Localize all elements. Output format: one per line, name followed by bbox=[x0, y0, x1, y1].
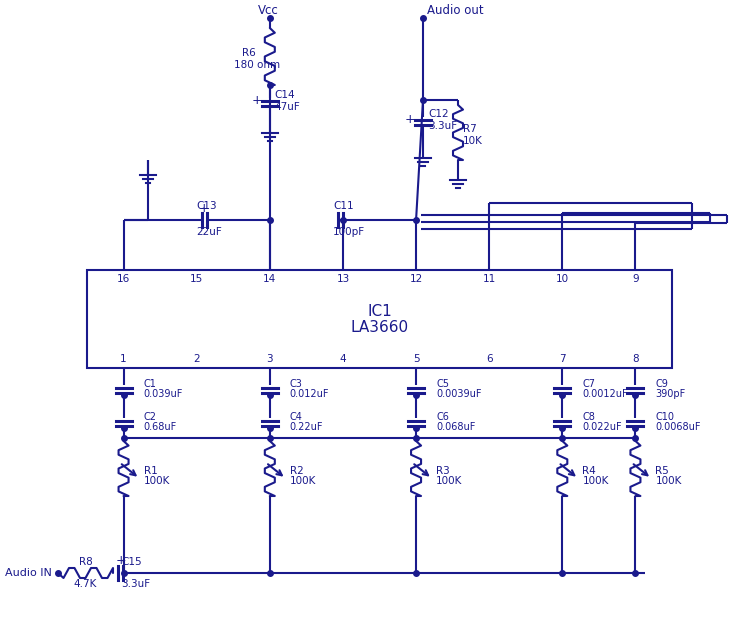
Text: 14: 14 bbox=[263, 274, 276, 284]
Text: C15: C15 bbox=[121, 557, 142, 567]
Text: 10K: 10K bbox=[463, 136, 483, 146]
Text: R4: R4 bbox=[582, 466, 596, 476]
Text: 100K: 100K bbox=[582, 476, 609, 485]
Text: 3.3uF: 3.3uF bbox=[428, 121, 457, 131]
Bar bbox=[87, 270, 672, 368]
Text: 10: 10 bbox=[556, 274, 569, 284]
Text: C5: C5 bbox=[436, 379, 449, 389]
Text: C10: C10 bbox=[656, 412, 674, 422]
Text: 4.7K: 4.7K bbox=[74, 579, 97, 589]
Text: IC1: IC1 bbox=[367, 304, 392, 319]
Text: 16: 16 bbox=[117, 274, 130, 284]
Text: 390pF: 390pF bbox=[656, 389, 686, 399]
Text: Audio IN: Audio IN bbox=[5, 568, 52, 578]
Text: 1: 1 bbox=[120, 354, 127, 364]
Text: 3.3uF: 3.3uF bbox=[121, 579, 150, 589]
Text: Audio out: Audio out bbox=[427, 4, 484, 16]
Text: +: + bbox=[199, 201, 210, 215]
Text: 180 ohm: 180 ohm bbox=[234, 59, 280, 69]
Text: R6: R6 bbox=[242, 47, 255, 57]
Text: 4: 4 bbox=[339, 354, 346, 364]
Text: +: + bbox=[405, 113, 415, 126]
Text: C8: C8 bbox=[582, 412, 596, 422]
Text: R8: R8 bbox=[79, 557, 92, 567]
Text: 0.0012uF: 0.0012uF bbox=[582, 389, 628, 399]
Text: 47uF: 47uF bbox=[275, 102, 300, 112]
Text: 11: 11 bbox=[483, 274, 496, 284]
Text: R5: R5 bbox=[656, 466, 669, 476]
Text: C12: C12 bbox=[428, 109, 448, 119]
Text: 100K: 100K bbox=[290, 476, 316, 485]
Text: 0.012uF: 0.012uF bbox=[290, 389, 329, 399]
Text: 0.022uF: 0.022uF bbox=[582, 422, 622, 432]
Text: LA3660: LA3660 bbox=[351, 319, 409, 334]
Text: 0.0068uF: 0.0068uF bbox=[656, 422, 701, 432]
Text: 13: 13 bbox=[336, 274, 349, 284]
Text: C7: C7 bbox=[582, 379, 596, 389]
Text: R3: R3 bbox=[436, 466, 450, 476]
Text: C1: C1 bbox=[143, 379, 156, 389]
Text: 0.068uF: 0.068uF bbox=[436, 422, 475, 432]
Text: R2: R2 bbox=[290, 466, 303, 476]
Text: 0.22uF: 0.22uF bbox=[290, 422, 324, 432]
Text: C14: C14 bbox=[275, 90, 295, 100]
Text: 2: 2 bbox=[193, 354, 200, 364]
Text: C6: C6 bbox=[436, 412, 449, 422]
Text: 9: 9 bbox=[632, 274, 639, 284]
Text: 8: 8 bbox=[632, 354, 639, 364]
Text: 100K: 100K bbox=[436, 476, 463, 485]
Text: 3: 3 bbox=[267, 354, 273, 364]
Text: C13: C13 bbox=[197, 201, 217, 211]
Text: C4: C4 bbox=[290, 412, 303, 422]
Text: 0.039uF: 0.039uF bbox=[143, 389, 183, 399]
Text: C11: C11 bbox=[333, 201, 354, 211]
Text: 0.68uF: 0.68uF bbox=[143, 422, 176, 432]
Text: 22uF: 22uF bbox=[197, 227, 222, 237]
Text: 6: 6 bbox=[486, 354, 493, 364]
Text: 100K: 100K bbox=[143, 476, 170, 485]
Text: 100pF: 100pF bbox=[333, 227, 365, 237]
Text: +: + bbox=[252, 94, 262, 107]
Text: 100K: 100K bbox=[656, 476, 682, 485]
Text: +: + bbox=[115, 555, 126, 567]
Text: 15: 15 bbox=[190, 274, 204, 284]
Text: 7: 7 bbox=[559, 354, 566, 364]
Text: 5: 5 bbox=[413, 354, 419, 364]
Text: R7: R7 bbox=[463, 124, 477, 134]
Text: R1: R1 bbox=[143, 466, 157, 476]
Text: C2: C2 bbox=[143, 412, 156, 422]
Text: Vcc: Vcc bbox=[258, 4, 278, 16]
Text: 0.0039uF: 0.0039uF bbox=[436, 389, 481, 399]
Text: 12: 12 bbox=[409, 274, 423, 284]
Text: C9: C9 bbox=[656, 379, 668, 389]
Text: C3: C3 bbox=[290, 379, 303, 389]
